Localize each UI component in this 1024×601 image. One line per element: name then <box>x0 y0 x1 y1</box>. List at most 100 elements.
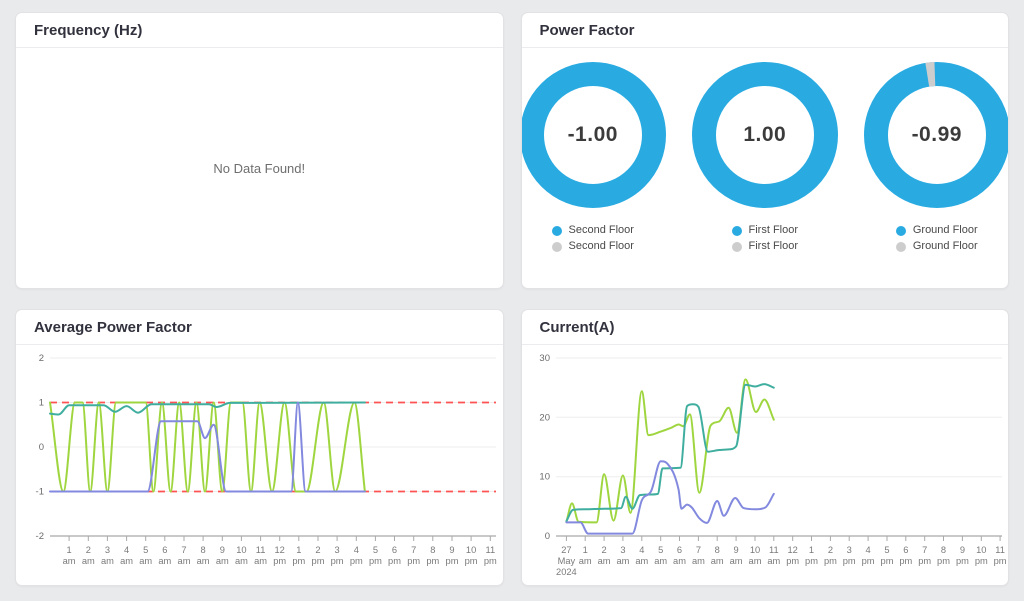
power-factor-gauge: -0.99 Ground Floor Ground Floor <box>862 60 1009 253</box>
x-tick-label: 11 am <box>254 545 267 566</box>
legend-item-label: Second Floor <box>568 224 634 236</box>
x-tick-label: 4 am <box>120 545 133 566</box>
power-factor-gauge: 1.00 First Floor First Floor <box>690 60 840 253</box>
legend-item[interactable]: Ground Floor <box>895 224 978 237</box>
legend-item[interactable]: Second Floor <box>551 240 634 253</box>
power-factor-body: -1.00 Second Floor Second Floor 1.00 First F… <box>521 48 1009 288</box>
x-tick-label: 3 pm <box>842 545 855 566</box>
series-line-1 <box>564 378 775 524</box>
series-line-2 <box>564 383 775 523</box>
y-tick-label: 30 <box>539 353 550 364</box>
x-tick-label: 11 pm <box>993 545 1005 566</box>
panel-frequency: Frequency (Hz) No Data Found! <box>15 12 504 289</box>
power-factor-gauge: -1.00 Second Floor Second Floor <box>521 60 667 253</box>
gauge-ring <box>521 62 666 208</box>
gauge-value: 1.00 <box>743 123 787 146</box>
x-tick-label: 6 am <box>158 545 171 566</box>
legend-item-label: Ground Floor <box>912 240 978 253</box>
legend-dot-icon <box>731 241 742 252</box>
x-tick-label: 9 am <box>216 545 229 566</box>
gauge-donut: -0.99 <box>862 60 1009 210</box>
y-tick-label: 20 <box>539 412 550 423</box>
x-tick-label: 7 pm <box>407 545 420 566</box>
legend-item[interactable]: Ground Floor <box>895 240 978 253</box>
x-tick-label: 2 am <box>82 545 95 566</box>
panel-title-power-factor: Power Factor <box>521 13 1008 48</box>
x-tick-label: 27 May 2024 <box>556 545 577 577</box>
legend-item[interactable]: Second Floor <box>551 224 634 237</box>
legend-dot-icon <box>895 225 906 236</box>
legend-dot-icon <box>731 225 742 236</box>
gauge-donut: -1.00 <box>521 60 667 210</box>
y-tick-label: 0 <box>39 442 44 453</box>
x-tick-label: 2 am <box>597 545 610 566</box>
panel-current: Current(A) 30 20 10 0 27 May 2024 1 am 2 am 3 am 4 am 5… <box>520 309 1009 586</box>
y-tick-label: 10 <box>539 472 550 483</box>
series-line-3 <box>49 401 366 493</box>
x-tick-label: 5 pm <box>369 545 382 566</box>
current-body: 30 20 10 0 27 May 2024 1 am 2 am 3 am 4 am 5 am 6 am 7 am 8 am… <box>522 345 1009 585</box>
x-tick-label: 3 am <box>101 545 114 566</box>
gauge-ring <box>691 62 838 208</box>
y-tick-label: -1 <box>36 487 44 498</box>
x-tick-label: 5 am <box>139 545 152 566</box>
y-tick-label: 1 <box>39 398 44 409</box>
gauge-ring <box>863 62 1009 208</box>
gauges-row: -1.00 Second Floor Second Floor 1.00 First F… <box>521 48 1009 253</box>
x-tick-label: 1 am <box>578 545 591 566</box>
x-tick-label: 12 pm <box>786 545 799 566</box>
x-tick-label: 3 pm <box>331 545 344 566</box>
x-tick-label: 6 am <box>673 545 686 566</box>
x-tick-label: 7 am <box>691 545 704 566</box>
x-tick-label: 1 pm <box>805 545 818 566</box>
no-data-message: No Data Found! <box>213 160 306 176</box>
legend-item[interactable]: First Floor <box>731 240 799 253</box>
x-tick-label: 5 pm <box>880 545 893 566</box>
y-tick-label: -2 <box>36 531 44 542</box>
legend-dot-icon <box>551 241 562 252</box>
x-tick-label: 8 pm <box>937 545 950 566</box>
series-line-1 <box>49 401 366 493</box>
x-tick-label: 9 am <box>729 545 742 566</box>
x-tick-label: 12 pm <box>273 545 286 566</box>
x-tick-label: 3 am <box>616 545 629 566</box>
x-tick-label: 11 pm <box>484 545 497 566</box>
series-line-2 <box>49 401 366 416</box>
x-tick-label: 6 pm <box>899 545 912 566</box>
x-tick-label: 11 am <box>767 545 780 566</box>
panel-title-current: Current(A) <box>521 310 1008 345</box>
legend-item-label: First Floor <box>748 224 799 236</box>
panel-power-factor: Power Factor -1.00 Second Floor Second Flo… <box>520 12 1009 289</box>
avg-power-factor-chart[interactable]: 2 1 0 -1 -2 1 am 2 am 3 am 4 am 5 am 6 am 7 am 8 am 9 am 10 am 11… <box>20 348 500 580</box>
legend-item[interactable]: First Floor <box>731 224 799 237</box>
legend-item-label: First Floor <box>748 240 799 253</box>
legend-item-label: Ground Floor <box>912 224 978 236</box>
frequency-body: No Data Found! <box>16 48 503 288</box>
legend-item-label: Second Floor <box>568 240 634 253</box>
y-tick-label: 2 <box>39 353 44 364</box>
gauge-donut-svg <box>863 62 1009 208</box>
x-tick-label: 9 pm <box>955 545 968 566</box>
panel-title-avg-power-factor: Average Power Factor <box>16 310 503 345</box>
gauge-legend: First Floor First Floor <box>731 224 799 253</box>
x-tick-label: 8 am <box>710 545 723 566</box>
x-tick-label: 7 am <box>178 545 191 566</box>
x-tick-label: 8 am <box>197 545 210 566</box>
x-tick-label: 4 pm <box>861 545 874 566</box>
x-tick-label: 6 pm <box>388 545 401 566</box>
panel-title-frequency: Frequency (Hz) <box>16 13 503 48</box>
gauge-value: -1.00 <box>567 123 618 146</box>
x-tick-label: 10 am <box>748 545 761 566</box>
gauge-donut: 1.00 <box>690 60 840 210</box>
x-tick-label: 5 am <box>654 545 667 566</box>
legend-dot-icon <box>551 225 562 236</box>
gauge-value: -0.99 <box>911 123 962 146</box>
series-line-3 <box>564 460 775 535</box>
x-tick-label: 2 pm <box>312 545 325 566</box>
gauge-donut-svg <box>521 62 666 208</box>
x-tick-label: 10 am <box>235 545 248 566</box>
x-tick-label: 9 pm <box>446 545 459 566</box>
x-tick-label: 1 pm <box>292 545 305 566</box>
